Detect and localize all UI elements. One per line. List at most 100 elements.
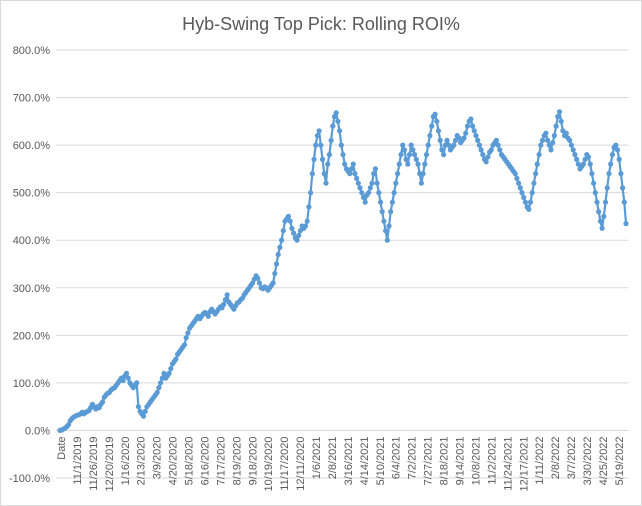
data-point: [330, 123, 336, 129]
data-point: [308, 190, 314, 196]
data-point: [526, 206, 532, 212]
x-tick-label: 4/14/2021: [359, 436, 371, 485]
data-point: [572, 152, 578, 158]
data-point: [396, 161, 402, 167]
x-tick-label: 5/19/2022: [614, 436, 626, 485]
data-point: [321, 171, 327, 177]
data-point: [158, 380, 164, 386]
data-point: [205, 313, 211, 319]
x-tick-label: 9/18/2020: [247, 436, 259, 485]
x-tick-label: 6/4/2021: [391, 436, 403, 479]
data-point: [366, 190, 372, 196]
y-tick-label: 800.0%: [13, 45, 51, 57]
data-point: [512, 171, 518, 177]
data-point: [400, 142, 406, 148]
data-point: [256, 280, 263, 286]
data-point: [601, 213, 607, 219]
x-tick-label: 1/11/2022: [534, 436, 546, 484]
data-point: [372, 166, 378, 172]
data-point: [367, 185, 373, 191]
data-point: [352, 171, 358, 177]
data-point: [371, 171, 377, 177]
data-point: [432, 111, 438, 117]
data-point: [140, 413, 147, 419]
y-tick-label: 600.0%: [13, 140, 51, 152]
data-point: [616, 156, 622, 162]
data-point: [534, 161, 540, 167]
data-point: [614, 147, 621, 153]
data-point: [374, 180, 380, 186]
data-point: [594, 199, 600, 205]
data-point: [401, 147, 407, 153]
data-point: [538, 142, 544, 148]
data-point: [395, 171, 401, 177]
data-point: [291, 230, 297, 236]
data-point: [318, 142, 324, 148]
data-point: [444, 137, 450, 143]
data-point: [311, 156, 317, 162]
x-tick-label: 7/17/2020: [215, 436, 227, 485]
data-point: [376, 190, 382, 196]
y-tick-label: -100.0%: [9, 473, 50, 485]
data-point: [377, 199, 384, 205]
data-point: [488, 147, 494, 153]
x-tick-label: 7/2/2021: [407, 436, 419, 479]
data-point: [386, 223, 392, 229]
data-point: [325, 161, 331, 167]
data-point: [156, 385, 162, 391]
data-point: [355, 180, 361, 186]
data-point: [556, 109, 563, 115]
data-point: [408, 142, 414, 148]
data-point: [309, 171, 315, 177]
data-point: [270, 280, 276, 286]
x-tick-label: 7/27/2021: [423, 436, 435, 485]
data-point: [597, 218, 604, 224]
x-tick-label: 12/11/2020: [295, 436, 307, 490]
x-tick-label: 2/8/2021: [327, 436, 339, 479]
x-tick-label: 11/1/2019: [72, 436, 84, 484]
x-tick-label: 1/6/2021: [311, 436, 323, 479]
x-tick-label: 2/13/2020: [136, 436, 148, 485]
data-point: [545, 137, 551, 143]
data-point: [497, 147, 503, 153]
data-point: [362, 199, 368, 205]
data-point: [348, 166, 355, 172]
data-point: [555, 114, 561, 120]
data-point: [224, 292, 230, 298]
data-point: [618, 171, 624, 177]
data-point: [437, 137, 443, 143]
data-point: [522, 199, 529, 205]
data-point: [383, 228, 389, 234]
data-point: [567, 137, 573, 143]
data-point: [464, 123, 471, 129]
data-point: [384, 237, 390, 243]
data-point: [306, 204, 312, 210]
data-point: [277, 244, 283, 250]
data-point: [558, 118, 564, 124]
data-point: [347, 171, 353, 177]
data-point: [359, 190, 365, 196]
data-point: [451, 142, 457, 148]
data-point: [517, 185, 523, 191]
data-point: [183, 335, 189, 341]
data-point: [381, 218, 387, 224]
data-point: [418, 180, 424, 186]
data-point: [485, 154, 491, 160]
y-tick-label: 300.0%: [13, 283, 51, 295]
data-point: [435, 128, 442, 134]
data-point: [495, 142, 501, 148]
data-point: [550, 140, 556, 146]
data-point: [412, 152, 418, 158]
data-point: [255, 275, 261, 281]
data-point: [592, 190, 598, 196]
data-point: [475, 137, 481, 143]
data-point: [337, 128, 343, 134]
x-tick-label: 3/16/2021: [343, 436, 355, 485]
data-point: [221, 301, 227, 307]
data-point: [613, 142, 619, 148]
data-point: [413, 156, 419, 162]
x-tick-label: 3/7/2022: [566, 436, 578, 479]
data-point: [563, 130, 569, 136]
data-point: [125, 375, 131, 381]
data-point: [316, 128, 322, 134]
